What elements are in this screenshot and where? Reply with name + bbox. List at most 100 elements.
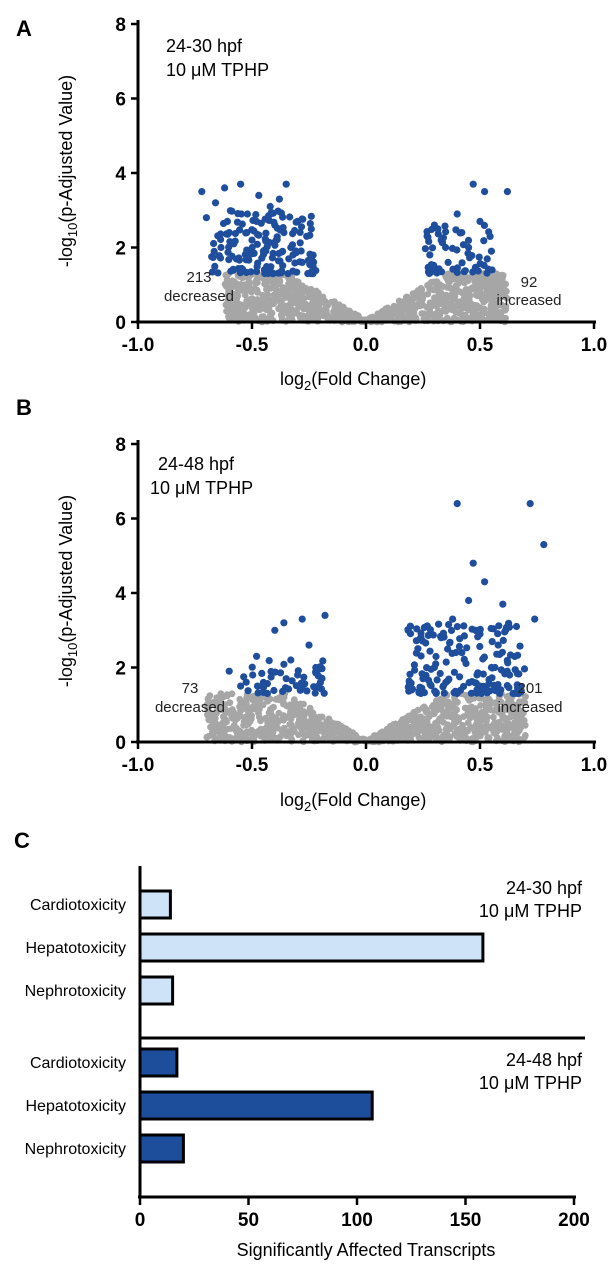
panel-b-nonsig-point [289,724,297,731]
panel-b-sig-point [471,679,479,687]
panel-b-sig-point [447,626,456,635]
panel-c-bar-nephrotoxicity [138,975,175,1006]
panel-b-nonsig-point [504,720,512,727]
panel-b-nonsig-point [244,695,252,702]
panel-a-sig-point [217,243,225,252]
panel-a-nonsig-point [266,299,274,307]
panel-b-nonsig-point [522,693,529,700]
panel-b-nonsig-point [269,728,277,736]
panel-a-nonsig-point [443,284,451,291]
panel-a-annotation-line2: 10 μM TPHP [166,60,269,80]
panel-b-sig-point [432,689,440,697]
panel-b-x-title: log2(Fold Change) [280,790,426,814]
panel-b-nonsig-point [270,723,277,730]
panel-c-x-title: Significantly Affected Transcripts [237,1240,496,1260]
panel-a-sig-point [216,254,225,262]
panel-a-nonsig-point [223,276,231,284]
panel-b-sig-point [467,689,475,697]
panel-a-sig-point [427,268,435,276]
panel-a-nonsig-point [338,303,346,311]
panel-b-sig-point [433,676,441,684]
panel-b-sig-point [451,687,459,695]
panel-a-sig-point [292,247,300,255]
panel-b-sig-point [424,631,432,640]
panel-b-nonsig-point [325,715,333,723]
panel-a-x-tick-label: 1.0 [581,335,607,356]
panel-b-nonsig-point [275,734,283,742]
panel-a-sig-point [210,239,218,248]
panel-b-nonsig-point [232,711,240,719]
panel-b-nonsig-point [383,725,391,733]
panel-a-sig-point [229,265,237,273]
panel-a-nonsig-point [502,305,510,313]
panel-b-sig-point [488,674,496,682]
panel-a-nonsig-point [294,293,302,301]
panel-c-bars: Cardiotoxicity Hepatotoxicity Nephrotoxici… [25,889,485,1164]
panel-b-nonsig-point [381,733,389,741]
panel-b-nonsig-point [483,717,490,725]
panel-b-nonsig-point [514,709,522,717]
panel-a-sig-point [503,188,511,196]
panel-b-nonsig-point [427,710,435,718]
panel-a-sig-point [236,226,244,234]
panel-a-sig-point [464,236,473,244]
panel-b-sig-point [505,619,513,627]
panel-b-sig-point [488,638,496,646]
panel-a-nonsig-point [426,285,434,293]
panel-b-nonsig-point [477,727,485,735]
panel-b-nonsig-point [326,734,333,742]
panel-b-sig-point [281,684,290,692]
panel-a-nonsig-point [311,305,319,313]
panel-a-sig-point [421,245,429,253]
panel-a-nonsig-point [461,311,469,319]
panel-b-sig-point [258,669,266,678]
panel-b-nonsig-point [487,697,494,705]
panel-b-nonsig-point [393,735,401,742]
panel-a-sig-point [460,268,468,276]
panel-b-sig-point [254,689,262,697]
panel-b-nonsig-point [464,727,472,735]
panel-a-sig-point [456,229,464,237]
panel-b-sig-point [473,671,481,679]
panel-a-sig-point [273,224,281,232]
panel-a-nonsig-point [476,285,484,293]
panel-b-nonsig-point [221,726,229,733]
panel-b-nonsig-point [245,709,252,717]
panel-b-nonsig-point [511,719,518,726]
panel-a-sig-point [232,255,241,263]
panel-a-sig-point [488,266,496,274]
panel-a-sig-point [198,188,206,196]
panel-a-sig-point [226,238,234,246]
panel-b-sig-point [265,657,273,665]
panel-b-sig-point [405,687,413,695]
panel-b-sig-point [474,633,482,641]
panel-b-sig-point [483,689,491,697]
panel-b-sig-point [444,677,452,685]
panel-b-sig-point [450,668,458,676]
panel-c-bar-cardiotoxicity [138,1047,179,1078]
panel-a-nonsig-point [283,309,291,317]
panel-a-nonsig-point [313,311,321,319]
panel-a-x-title: log2(Fold Change) [280,369,426,393]
panel-b-nonsig-point [303,718,311,726]
panel-a-nonsig-point [267,312,274,320]
panel-b-sig-point [453,623,461,631]
panel-b-sig-point [432,652,440,661]
panel-a-ticks: -1.0 -0.5 0.0 0.5 1.0 0 2 4 6 8 [115,15,607,356]
panel-a-sig-point [475,253,483,261]
panel-b-sig-point [240,673,248,681]
panel-a-sig-point [291,259,299,267]
panel-b-ticks: -1.0 -0.5 0.0 0.5 1.0 0 2 4 6 8 [115,435,607,776]
panel-a-sig-point [285,255,293,263]
panel-b-nonsig-point [238,734,245,741]
panel-b-nonsig-point [422,721,430,728]
panel-b-sig-point [244,687,252,695]
panel-b-sig-point [311,689,319,697]
panel-a-sig-point [275,195,283,203]
panel-b-nonsig-point [228,706,236,713]
panel-a-sig-point [486,232,494,240]
panel-b-nonsig-point [300,708,308,715]
panel-a-annotation-line1: 24-30 hpf [166,36,243,56]
panel-a-sig-point [278,248,286,256]
panel-b-nonsig-point [424,731,432,738]
